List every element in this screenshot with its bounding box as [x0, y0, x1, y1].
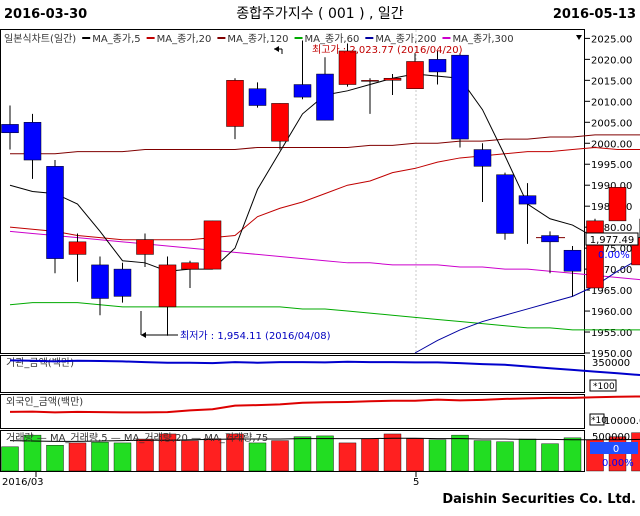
volume-bar [182, 441, 199, 471]
volume-bar [452, 435, 469, 471]
candle-body-down [474, 150, 491, 167]
candle-body-up [137, 240, 154, 255]
institution-scale-unit: *100 [593, 382, 615, 392]
candle-body-down [2, 124, 19, 132]
volume-bar [317, 436, 334, 471]
y-tick-label: 2020.00 [591, 55, 632, 66]
foreign-amount-title: 외국인_금액(백만) [6, 396, 83, 408]
x-label-mid: 5 [413, 477, 419, 488]
candle-body-up [339, 51, 356, 85]
volume-scale-top: 500000 [592, 432, 630, 443]
header-end-date: 2016-05-13 [553, 7, 636, 22]
volume-bar [47, 445, 64, 471]
y-tick-label: 2015.00 [591, 76, 632, 87]
candle-body-down [47, 166, 64, 258]
candle-body-down [249, 89, 266, 106]
header-start-date: 2016-03-30 [4, 7, 87, 22]
institution-scale-top: 350000 [592, 358, 630, 369]
candle-body-up [204, 221, 221, 269]
candle-body-down [497, 175, 514, 234]
legend-label: 일본식차트(일간) [4, 33, 76, 45]
candle-body-down [317, 74, 334, 120]
volume-bar [384, 434, 401, 471]
y-tick-label: 2005.00 [591, 118, 632, 129]
candle-body-down [294, 85, 311, 98]
volume-bar [114, 443, 131, 471]
candle [204, 221, 221, 269]
legend-label: MA_종가,20 [157, 33, 212, 45]
legend-label: MA_종가,120 [227, 33, 288, 45]
y-tick-label: 1960.00 [591, 307, 632, 318]
y-tick-label: 2010.00 [591, 97, 632, 108]
candle-body-up [407, 61, 424, 88]
footer-brand: Daishin Securities Co. Ltd. [442, 492, 636, 507]
candle-body-down [519, 196, 536, 204]
candle-body-down [542, 236, 559, 242]
volume-value: 0 [613, 444, 619, 455]
current-change: 0.00% [598, 250, 630, 261]
candle-body-up [159, 265, 176, 307]
volume-bar [474, 441, 491, 471]
candle [609, 187, 626, 221]
candle-body-down [24, 122, 41, 160]
candle-body-down [114, 269, 131, 296]
y-tick-label: 2025.00 [591, 34, 632, 45]
candle [452, 53, 469, 147]
candle [497, 173, 514, 240]
candle-body-up [362, 80, 379, 81]
high-label: 최고가 : 2,023.77 (2016/04/20) [312, 44, 463, 56]
volume-bar [519, 439, 536, 471]
volume-bar [92, 442, 109, 471]
legend-label: MA_종가,200 [375, 33, 436, 45]
foreign-scale-value: 10000.00 [604, 416, 640, 427]
candle [47, 160, 64, 273]
y-tick-label: 1995.00 [591, 160, 632, 171]
volume-bar [2, 447, 19, 471]
volume-bar [249, 443, 266, 471]
legend-label: MA_종가,60 [305, 33, 360, 45]
legend-label: MA_종가,300 [452, 33, 513, 45]
candle-body-up [69, 242, 86, 255]
volume-bar [339, 443, 356, 471]
institution-amount-title: 기관_금액(백만) [6, 357, 74, 369]
candle-body-up [609, 187, 626, 221]
volume-bar [69, 443, 86, 471]
volume-bar [564, 438, 581, 471]
volume-bar [362, 439, 379, 471]
x-label-start: 2016/03 [2, 477, 44, 488]
volume-bar [294, 437, 311, 471]
candle-body-down [452, 55, 469, 139]
candle-body-down [564, 250, 581, 271]
volume-bar [542, 444, 559, 471]
volume-bar [429, 440, 446, 471]
candle-body-down [92, 265, 109, 299]
candle-body-up [182, 263, 199, 269]
current-price: 1,977.49 [590, 235, 635, 246]
candle-body-up [384, 78, 401, 80]
volume-pct: 0.00% [602, 458, 634, 469]
volume-bar [407, 439, 424, 471]
low-label: 최저가 : 1,954.11 (2016/04/08) [180, 330, 331, 342]
page-title: 종합주가지수 ( 001 ) , 일간 [236, 6, 404, 22]
volume-bar [272, 441, 289, 471]
volume-title: 거래량 — MA_거래량,5 — MA_거래량,20 — MA_거래량,75 [6, 432, 268, 444]
candle-body-up [272, 103, 289, 141]
legend-label: MA_종가,5 [92, 33, 140, 45]
candle-body-down [429, 59, 446, 72]
candle-body-up [227, 80, 244, 126]
volume-bar [497, 442, 514, 471]
